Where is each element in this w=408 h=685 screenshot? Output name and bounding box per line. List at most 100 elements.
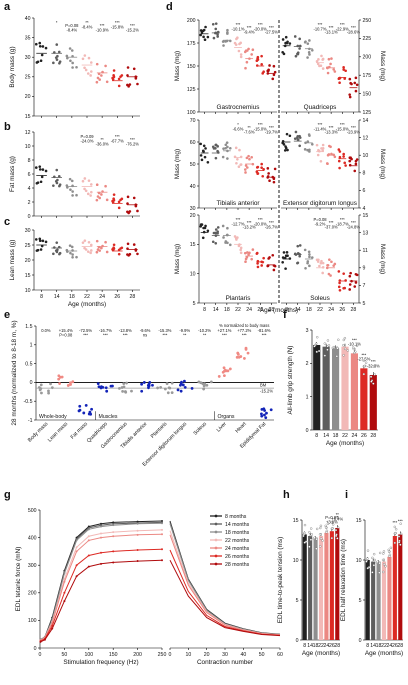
h-point	[316, 527, 319, 531]
b-point	[84, 189, 88, 193]
d-tibialis-annotation: -19.7%	[265, 129, 278, 134]
e-point	[122, 382, 126, 386]
e-pct-label: ***	[242, 332, 247, 337]
d-plantaris-y-tick-label: 5	[193, 301, 196, 307]
d-quadriceps-point	[308, 53, 311, 56]
g-fatigue-x-tick-label: 50	[259, 652, 265, 658]
d-quadriceps-y-tick-label: 150	[363, 91, 372, 97]
d-soleus-point	[338, 281, 341, 285]
d-gastrocnemius-point	[260, 63, 263, 66]
d-edl-point	[293, 137, 297, 140]
b-point	[69, 188, 72, 191]
a-annotation: **	[85, 20, 89, 25]
d-soleus-point	[354, 281, 358, 284]
c-point	[87, 240, 91, 244]
e-pct-label: +77.2%	[237, 328, 251, 333]
d-edl-annotation: -15.0%	[336, 126, 349, 131]
i-x-tick-label: 22	[381, 643, 387, 649]
d-edl-point	[286, 148, 289, 152]
g-point	[112, 550, 115, 553]
c-x-tick-label: 26	[114, 294, 120, 300]
c-point	[34, 238, 38, 241]
b-point	[39, 180, 43, 184]
d-tibialis-point	[236, 158, 239, 161]
f-point	[336, 347, 339, 350]
d-soleus-point	[308, 255, 311, 259]
e-point	[89, 412, 93, 416]
d-soleus-x-tick-label: 18	[306, 307, 312, 313]
d-edl-y-tick-label: 8	[363, 171, 366, 177]
e-point	[223, 368, 227, 372]
e-point	[264, 416, 268, 420]
h-x-tick-label: 8	[303, 643, 306, 649]
h-y-tick-label: 0	[296, 638, 299, 644]
i-x-tick-label: 24	[387, 643, 393, 649]
d-gastrocnemius-y-tick-label: 175	[187, 41, 196, 47]
g-y-tick-label: 400	[28, 535, 37, 541]
d-soleus-x-tick-label: 22	[317, 307, 323, 313]
d-quadriceps-point	[304, 40, 307, 43]
d-tibialis-annotation: *	[237, 122, 239, 127]
a-point	[86, 72, 90, 75]
g-y-tick-label: 500	[28, 508, 37, 514]
d-soleus-point	[348, 274, 352, 278]
i-point	[371, 571, 374, 574]
d-gastrocnemius-point	[251, 48, 255, 52]
b-point	[55, 181, 59, 185]
b-y-tick-label: 4	[28, 186, 31, 192]
d-edl-point	[321, 143, 325, 147]
d-soleus-point	[315, 258, 319, 262]
c-point	[71, 253, 74, 256]
e-pct-label: 0.0%	[41, 328, 51, 333]
a-point	[41, 45, 45, 48]
d-soleus-annotation: ***	[340, 217, 345, 222]
d-quadriceps-point	[281, 38, 285, 41]
f-point	[343, 337, 347, 340]
c-point	[127, 254, 130, 257]
g-series-line	[40, 533, 163, 641]
d-quadriceps-annotation: ***	[329, 25, 334, 30]
d-plantaris-point	[256, 262, 259, 265]
d-gastrocnemius-point	[221, 40, 225, 43]
e-point	[183, 386, 187, 389]
e-pct-label: ***	[123, 332, 128, 337]
d-edl-right-label: Mass (mg)	[379, 149, 386, 179]
g-x-tick-label: 0	[39, 652, 42, 658]
panel-letter-f: f	[283, 309, 287, 321]
d-soleus-point	[329, 274, 332, 277]
e-y-tick-label: 1.5	[25, 324, 32, 330]
g-fatigue-x-tick-label: 60	[277, 652, 283, 658]
d-tibialis-point	[199, 142, 202, 146]
a-annotation: P=0.08	[65, 23, 79, 28]
g-point	[100, 562, 102, 565]
e-pct-label: -16.7%	[99, 328, 112, 333]
d-gastrocnemius-point	[243, 50, 247, 54]
d-edl-point	[316, 153, 320, 157]
c-point	[112, 243, 116, 247]
g-fatigue-x-label: Contraction number	[197, 659, 254, 666]
g-point	[136, 549, 139, 552]
e-point	[205, 383, 209, 387]
d-soleus-point	[308, 253, 311, 256]
i-y-tick-label: 10	[356, 558, 362, 564]
f-point	[352, 347, 355, 351]
g-point	[87, 526, 90, 529]
d-quadriceps-point	[330, 57, 333, 60]
h-y-tick-label: 10	[293, 558, 299, 564]
d-tibialis-point	[248, 157, 251, 161]
a-point	[117, 77, 121, 81]
f-point	[335, 355, 339, 358]
g-point	[63, 600, 66, 603]
d-plantaris-point	[204, 224, 207, 228]
h-point	[309, 538, 313, 541]
d-tibialis-point	[267, 172, 270, 175]
d-soleus-point	[337, 285, 341, 289]
d-edl-point	[284, 146, 288, 150]
c-point	[95, 239, 99, 243]
e-point	[183, 379, 186, 383]
a-point	[34, 42, 38, 46]
h-point	[310, 527, 313, 530]
e-pct-label: ***	[262, 332, 267, 337]
f-y-label: All-limb grip strength (N)	[287, 346, 294, 415]
d-soleus-y-tick-label: 15	[363, 213, 369, 219]
